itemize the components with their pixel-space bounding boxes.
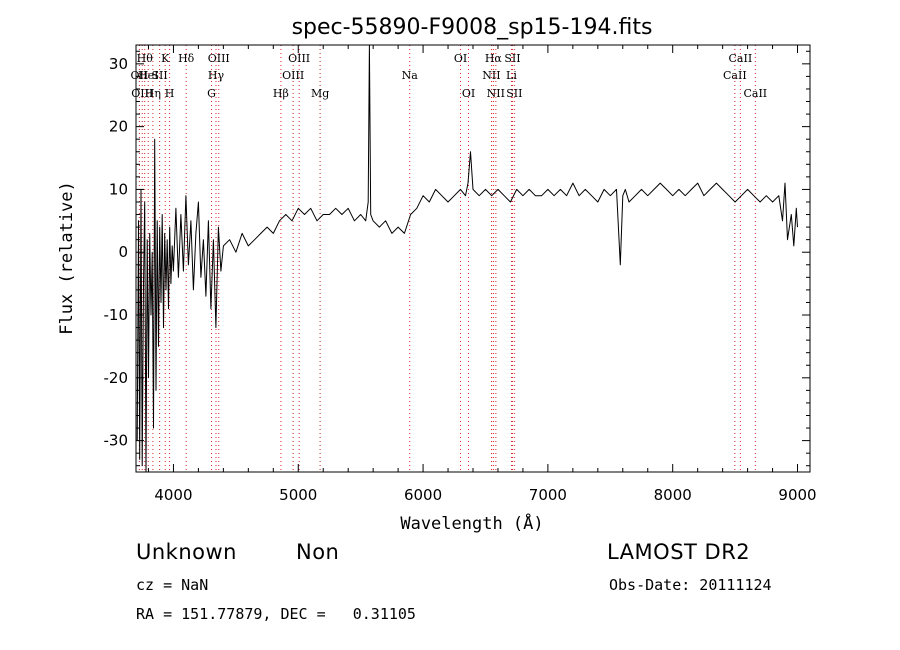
line-marker-label: Hβ xyxy=(273,87,289,100)
spectrum-line xyxy=(136,44,798,473)
line-marker-label: CaII xyxy=(729,52,753,65)
object-subclass: Non xyxy=(296,540,340,564)
line-marker-label: K xyxy=(161,52,170,65)
line-marker-label: SII xyxy=(506,87,522,100)
observation-date: Obs-Date: 20111124 xyxy=(609,576,772,594)
line-marker-label: OIII xyxy=(208,52,230,65)
line-marker-label: Li xyxy=(506,69,517,82)
redshift-readout: cz = NaN xyxy=(136,576,209,594)
y-tick-label: -10 xyxy=(104,306,129,324)
line-marker-label: OI xyxy=(462,87,475,100)
line-marker-label: Na xyxy=(402,69,419,82)
line-marker-label: OIII xyxy=(282,69,304,82)
line-marker-label: H xyxy=(165,87,175,100)
line-marker-label: OII xyxy=(131,69,149,82)
line-marker-label: SII xyxy=(504,52,520,65)
y-tick-label: 10 xyxy=(109,180,128,198)
x-tick-label: 5000 xyxy=(279,486,317,504)
line-marker-label: OIII xyxy=(288,52,310,65)
y-tick-label: -20 xyxy=(104,369,129,387)
plot-frame xyxy=(135,44,811,473)
line-marker-label: Hα xyxy=(485,52,503,65)
survey-name: LAMOST DR2 xyxy=(607,540,751,564)
line-marker-label: G xyxy=(207,87,216,100)
x-tick-label: 7000 xyxy=(529,486,567,504)
y-tick-label: 20 xyxy=(109,118,128,136)
line-marker-label: NII xyxy=(482,69,500,82)
line-marker-label: SII xyxy=(151,69,167,82)
y-axis: -30 -20 -10 0 10 20 30 xyxy=(104,50,810,467)
x-tick-label: 6000 xyxy=(404,486,442,504)
line-marker-label: OIII xyxy=(131,87,153,100)
x-tick-label: 8000 xyxy=(654,486,692,504)
x-tick-label: 4000 xyxy=(154,486,192,504)
line-marker-label: CaII xyxy=(743,87,767,100)
line-marker-label: CaII xyxy=(723,69,747,82)
y-tick-label: -30 xyxy=(104,432,129,450)
line-marker-label: OI xyxy=(454,52,467,65)
line-marker-label: Hθ xyxy=(137,52,154,65)
line-marker-label: HeI xyxy=(138,69,158,82)
y-tick-label: 30 xyxy=(109,55,128,73)
chart-title: spec-55890-F9008_sp15-194.fits xyxy=(292,15,653,40)
line-marker-label: Hη xyxy=(145,87,161,100)
x-tick-label: 9000 xyxy=(778,486,816,504)
object-class: Unknown xyxy=(136,540,237,564)
coordinates-readout: RA = 151.77879, DEC = 0.31105 xyxy=(136,605,416,623)
x-axis-label: Wavelength (Å) xyxy=(400,512,543,534)
line-marker-labels: OII OIII Hθ HeI Hη SII K H Hδ G Hγ OIII Hβ OIII OIII Mg… xyxy=(131,52,768,100)
line-marker-label: Hγ xyxy=(208,69,225,82)
line-marker-label: NII xyxy=(487,87,505,100)
y-tick-label: 0 xyxy=(118,243,128,261)
x-axis: 4000 5000 6000 7000 8000 9000 xyxy=(147,45,817,504)
line-marker-group xyxy=(138,45,756,472)
line-marker-label: Mg xyxy=(311,87,329,100)
line-marker-label: Hδ xyxy=(178,52,195,65)
y-axis-label: Flux (relative) xyxy=(57,181,77,335)
